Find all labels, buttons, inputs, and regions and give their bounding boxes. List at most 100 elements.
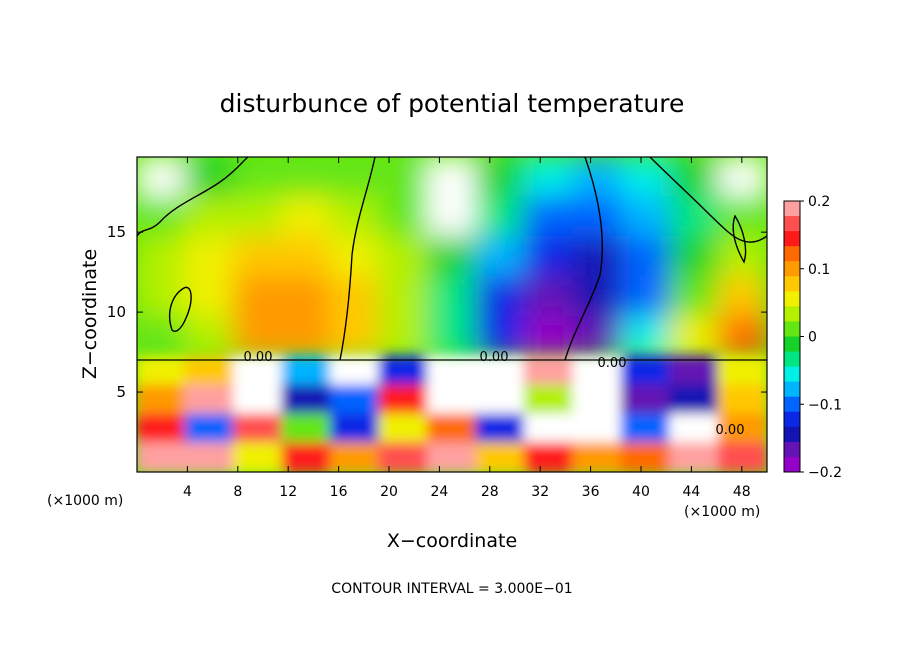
colorbar-swatch bbox=[784, 426, 800, 443]
zero-contour-left bbox=[137, 157, 249, 237]
plot-frame bbox=[136, 156, 768, 473]
x-tick-label: 28 bbox=[481, 484, 499, 500]
lower-field-cell bbox=[669, 384, 720, 416]
upper-field-cell bbox=[523, 157, 575, 198]
upper-field-cell bbox=[426, 275, 478, 318]
upper-field-cell bbox=[475, 195, 526, 238]
upper-field-cell bbox=[572, 235, 623, 278]
upper-field-cell bbox=[184, 275, 235, 318]
colorbar-swatch bbox=[784, 291, 800, 307]
y-tick-label: 15 bbox=[107, 223, 126, 241]
lower-field-cell bbox=[572, 355, 623, 387]
upper-field-cell bbox=[137, 275, 187, 318]
y-axis-title: Z−coordinate bbox=[79, 249, 101, 379]
colorbar-tick-label: 0.2 bbox=[808, 194, 830, 210]
lower-field-cell bbox=[378, 384, 429, 416]
lower-field-cell bbox=[620, 355, 672, 387]
lower-field-cell bbox=[669, 355, 720, 387]
zero-contour-right bbox=[564, 157, 603, 361]
colorbar-swatch bbox=[784, 336, 800, 353]
upper-field-cell bbox=[329, 275, 381, 318]
zero-contour-far-right bbox=[649, 157, 767, 243]
upper-field-cell bbox=[378, 157, 429, 198]
x-tick-label: 48 bbox=[733, 484, 751, 500]
upper-field-cell bbox=[475, 315, 526, 358]
y-tick-label: 5 bbox=[116, 383, 126, 401]
colorbar-swatch bbox=[784, 441, 800, 458]
lower-field-cell bbox=[523, 355, 575, 387]
lower-field-cell bbox=[329, 355, 381, 387]
lower-field-cell bbox=[137, 413, 187, 445]
upper-field-cell bbox=[669, 157, 720, 198]
x-tick-label: 8 bbox=[233, 484, 242, 500]
lower-field-cell bbox=[232, 384, 284, 416]
lower-field-cell bbox=[329, 384, 381, 416]
x-axis-ticks: 4 8 12 16 20 24 28 32 36 40 44 48 bbox=[183, 157, 751, 500]
upper-field-cell bbox=[378, 275, 429, 318]
lower-field-cell bbox=[475, 442, 526, 472]
upper-field-cell bbox=[281, 275, 332, 318]
upper-field-cell bbox=[137, 315, 187, 358]
upper-field-cell bbox=[475, 235, 526, 278]
upper-field-cell bbox=[523, 315, 575, 358]
y-axis-ticks: 5 10 15 bbox=[107, 223, 767, 401]
x-tick-label: 32 bbox=[531, 484, 549, 500]
lower-field-cell bbox=[572, 413, 623, 445]
colorbar-swatch bbox=[784, 246, 800, 262]
colorbar-tick-label: −0.2 bbox=[808, 465, 842, 481]
lower-field-cell bbox=[184, 442, 235, 472]
upper-field-cell bbox=[329, 157, 381, 198]
plot-area: 0.00 0.00 0.00 0.00 bbox=[136, 156, 768, 473]
lower-field-cell bbox=[620, 442, 672, 472]
colorbar-swatch bbox=[784, 321, 800, 337]
upper-field-cell bbox=[426, 195, 478, 238]
upper-field-cell bbox=[184, 315, 235, 358]
upper-field-cell bbox=[329, 195, 381, 238]
upper-field-cell bbox=[620, 315, 672, 358]
zero-contour-blob bbox=[168, 286, 192, 332]
lower-field-cell bbox=[184, 355, 235, 387]
lower-field-cell bbox=[717, 384, 767, 416]
upper-field-cell bbox=[717, 235, 767, 278]
lower-field-cell bbox=[232, 355, 284, 387]
upper-field-cell bbox=[523, 235, 575, 278]
upper-field-cell bbox=[281, 157, 332, 198]
lower-field-cell bbox=[137, 355, 187, 387]
contour-lines bbox=[137, 157, 767, 361]
contour-label: 0.00 bbox=[244, 350, 273, 365]
upper-field-cell bbox=[475, 275, 526, 318]
lower-field-cell bbox=[378, 442, 429, 472]
x-unit-left: (×1000 m) bbox=[47, 493, 123, 509]
upper-field-cell bbox=[329, 315, 381, 358]
upper-field-cell bbox=[232, 235, 284, 278]
lower-field-cell bbox=[475, 413, 526, 445]
upper-field-cell bbox=[523, 275, 575, 318]
x-tick-label: 16 bbox=[330, 484, 348, 500]
lower-field-cell bbox=[426, 442, 478, 472]
x-tick-label: 4 bbox=[183, 484, 192, 500]
colorbar-swatch bbox=[784, 366, 800, 383]
upper-field-cell bbox=[523, 195, 575, 238]
lower-field-cell bbox=[184, 413, 235, 445]
lower-field-cell bbox=[426, 413, 478, 445]
colorbar-swatch bbox=[784, 276, 800, 292]
colorbar-swatch bbox=[784, 201, 800, 217]
x-tick-label: 24 bbox=[430, 484, 448, 500]
upper-field-cell bbox=[426, 157, 478, 198]
upper-field-cell bbox=[620, 157, 672, 198]
lower-field-cell bbox=[426, 384, 478, 416]
upper-field-cell bbox=[669, 275, 720, 318]
lower-field-cell bbox=[281, 442, 332, 472]
upper-field-cell bbox=[184, 195, 235, 238]
colorbar: 0.2 0.1 0 −0.1 −0.2 bbox=[783, 194, 842, 481]
lower-field-cell bbox=[137, 384, 187, 416]
y-tick-label: 10 bbox=[107, 303, 126, 321]
x-tick-label: 36 bbox=[582, 484, 600, 500]
x-tick-label: 20 bbox=[380, 484, 398, 500]
colorbar-swatch bbox=[784, 216, 800, 232]
zero-contour-center bbox=[339, 157, 376, 361]
lower-field-cell bbox=[281, 413, 332, 445]
colorbar-swatch bbox=[784, 231, 800, 247]
upper-field-cell bbox=[378, 195, 429, 238]
upper-layer-field bbox=[137, 157, 767, 358]
